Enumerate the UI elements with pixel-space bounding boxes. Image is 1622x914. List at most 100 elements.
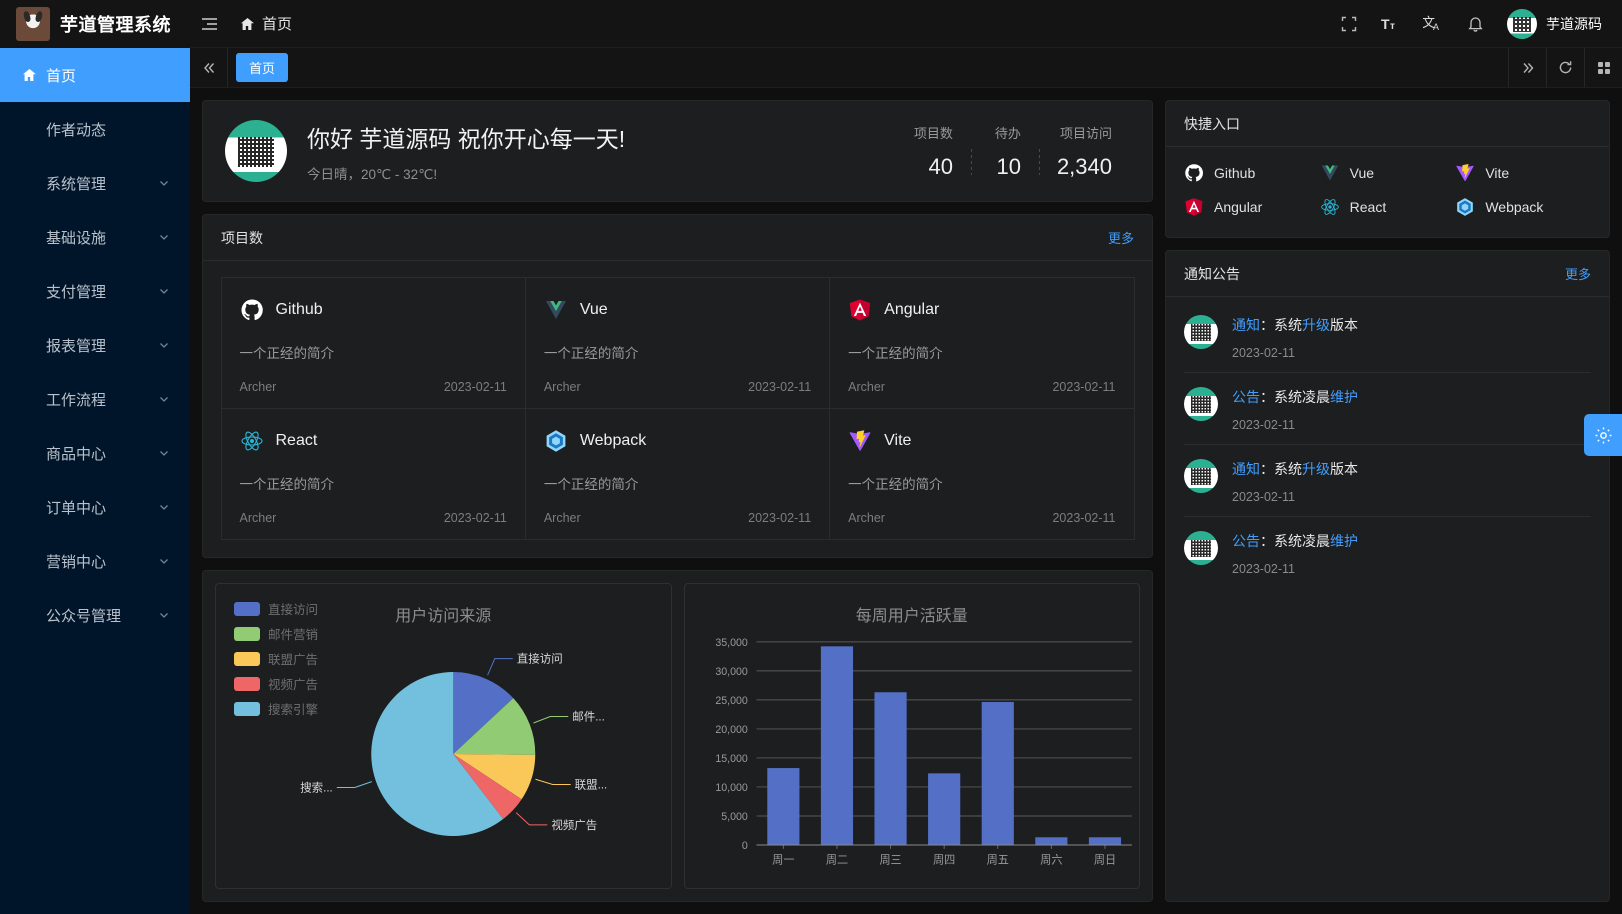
project-card[interactable]: Vite 一个正经的简介 Archer 2023-02-11	[829, 407, 1135, 540]
bar[interactable]	[1034, 837, 1067, 845]
bar[interactable]	[1088, 837, 1121, 845]
pie-leader-line	[487, 658, 513, 676]
project-name: Vite	[884, 431, 912, 449]
sidebar-item-item-6[interactable]: 工作流程	[0, 372, 190, 426]
sidebar-item-item-3[interactable]: 基础设施	[0, 210, 190, 264]
pie-slice[interactable]	[453, 754, 522, 820]
project-card[interactable]: React 一个正经的简介 Archer 2023-02-11	[220, 407, 526, 540]
sidebar-item-item-8[interactable]: 订单中心	[0, 480, 190, 534]
sidebar-item-item-5[interactable]: 报表管理	[0, 318, 190, 372]
project-card[interactable]: Webpack 一个正经的简介 Archer 2023-02-11	[524, 407, 831, 540]
angular-icon	[1184, 197, 1204, 217]
pie-chart-legend: 直接访问邮件营销联盟广告视频广告搜索引擎	[234, 599, 318, 718]
quick-entry-item[interactable]: Github	[1184, 163, 1320, 183]
main-area: 首页	[190, 48, 1622, 914]
legend-item[interactable]: 直接访问	[234, 599, 318, 618]
refresh-icon[interactable]	[1546, 48, 1584, 87]
chevron-double-right-icon[interactable]	[1508, 48, 1546, 87]
hamburger-icon[interactable]	[190, 0, 228, 48]
project-card-header: Webpack	[544, 429, 811, 453]
quick-entry-grid: Github Vue Vite Angular React Webpack	[1166, 147, 1609, 237]
sidebar-item-item-1[interactable]: 作者动态	[0, 102, 190, 156]
quick-entry-item[interactable]: Webpack	[1455, 197, 1591, 217]
y-axis-tick-label: 15,000	[715, 753, 748, 765]
project-name: Webpack	[579, 431, 647, 449]
font-size-icon[interactable]: T т	[1371, 0, 1411, 48]
sidebar-item-label: 系统管理	[46, 175, 107, 193]
projects-title: 项目数	[221, 229, 263, 246]
notice-title[interactable]: 通知：系统升级版本	[1232, 461, 1358, 477]
project-name: Angular	[884, 300, 940, 318]
project-card[interactable]: Angular 一个正经的简介 Archer 2023-02-11	[829, 276, 1135, 409]
legend-item[interactable]: 视频广告	[234, 674, 318, 693]
notice-body: 公告：系统凌晨维护 2023-02-11	[1232, 531, 1591, 576]
legend-item[interactable]: 邮件营销	[234, 624, 318, 643]
stat-value: 40	[928, 153, 953, 179]
quick-entry-item[interactable]: Angular	[1184, 197, 1320, 217]
pie-slice[interactable]	[371, 672, 504, 836]
quick-entry-label: Webpack	[1485, 199, 1544, 215]
breadcrumb[interactable]: 首页	[228, 0, 304, 48]
project-card-header: Angular	[848, 298, 1115, 322]
sidebar: 首页 作者动态系统管理基础设施 支付管理 报表管理 工作流程商品中心订单中心 营销中心 公众…	[0, 48, 190, 914]
brand[interactable]: 芋道管理系统	[0, 0, 190, 48]
bell-icon[interactable]	[1455, 0, 1495, 48]
project-card[interactable]: Github 一个正经的简介 Archer 2023-02-11	[220, 276, 526, 409]
quick-entry-item[interactable]: Vite	[1455, 163, 1591, 183]
fullscreen-icon[interactable]	[1329, 0, 1369, 48]
sidebar-item-label: 商品中心	[46, 445, 107, 463]
project-description: 一个正经的简介	[848, 476, 943, 492]
bar[interactable]	[981, 701, 1014, 845]
notice-title[interactable]: 公告：系统凌晨维护	[1232, 389, 1358, 405]
app-body: 首页 作者动态 系统管理 基础设施 支付管理 报表管理 工作流程 商品中心 订单中心 营销中心 公众…	[0, 48, 1622, 914]
bar[interactable]	[873, 692, 907, 845]
home-icon	[240, 17, 255, 31]
y-axis-tick-label: 20,000	[715, 724, 748, 736]
x-axis-tick-label: 周日	[1093, 853, 1115, 866]
legend-label: 搜索引擎	[268, 703, 319, 717]
notice-title[interactable]: 公告：系统凌晨维护	[1232, 533, 1358, 549]
pie-slice[interactable]	[453, 698, 536, 755]
settings-fab-button[interactable]	[1584, 414, 1622, 456]
tab-home[interactable]: 首页	[236, 53, 289, 82]
project-footer: Archer 2023-02-11	[544, 362, 811, 394]
y-axis-tick-label: 30,000	[715, 666, 748, 678]
notice-body: 通知：系统升级版本 2023-02-11	[1232, 315, 1591, 360]
legend-item[interactable]: 联盟广告	[234, 649, 318, 668]
chevron-down-icon	[158, 285, 170, 297]
bar[interactable]	[927, 773, 960, 845]
x-axis-tick-label: 周五	[986, 853, 1008, 866]
grid-icon[interactable]	[1584, 48, 1622, 87]
user-menu[interactable]: 芋道源码	[1497, 8, 1608, 39]
quick-entry-item[interactable]: React	[1320, 197, 1456, 217]
project-author: Archer	[239, 510, 277, 525]
bar-chart-svg: 0 5,000 10,000 15,000 20,000 25,000 30,000 35,0…	[715, 637, 1132, 866]
project-card-header: Vue	[544, 298, 811, 322]
sidebar-item-item-7[interactable]: 商品中心	[0, 426, 190, 480]
notice-title[interactable]: 通知：系统升级版本	[1232, 317, 1358, 333]
legend-swatch	[234, 701, 260, 716]
project-name: React	[275, 431, 318, 449]
notice-date: 2023-02-11	[1232, 490, 1296, 504]
sidebar-item-item-9[interactable]: 营销中心	[0, 534, 190, 588]
quick-entry-item[interactable]: Vue	[1320, 163, 1456, 183]
svg-text:т: т	[1390, 21, 1395, 32]
notice-item: 公告：系统凌晨维护 2023-02-11	[1184, 373, 1591, 445]
sidebar-item-item-10[interactable]: 公众号管理	[0, 588, 190, 642]
notice-item: 通知：系统升级版本 2023-02-11	[1184, 301, 1591, 373]
pie-slice[interactable]	[453, 754, 536, 800]
legend-swatch	[234, 651, 260, 666]
legend-item[interactable]: 搜索引擎	[234, 699, 318, 718]
bar[interactable]	[766, 768, 799, 845]
project-card[interactable]: Vue 一个正经的简介 Archer 2023-02-11	[524, 276, 831, 409]
chevron-double-left-icon[interactable]	[190, 48, 228, 87]
pie-slice[interactable]	[453, 672, 514, 754]
sidebar-item-home[interactable]: 首页	[0, 48, 190, 102]
translate-icon[interactable]: 文 A	[1413, 0, 1453, 48]
projects-more-link[interactable]: 更多	[1107, 231, 1134, 246]
bar[interactable]	[820, 646, 853, 845]
sidebar-item-item-2[interactable]: 系统管理	[0, 156, 190, 210]
sidebar-item-item-4[interactable]: 支付管理	[0, 264, 190, 318]
notices-more-link[interactable]: 更多	[1564, 267, 1591, 282]
